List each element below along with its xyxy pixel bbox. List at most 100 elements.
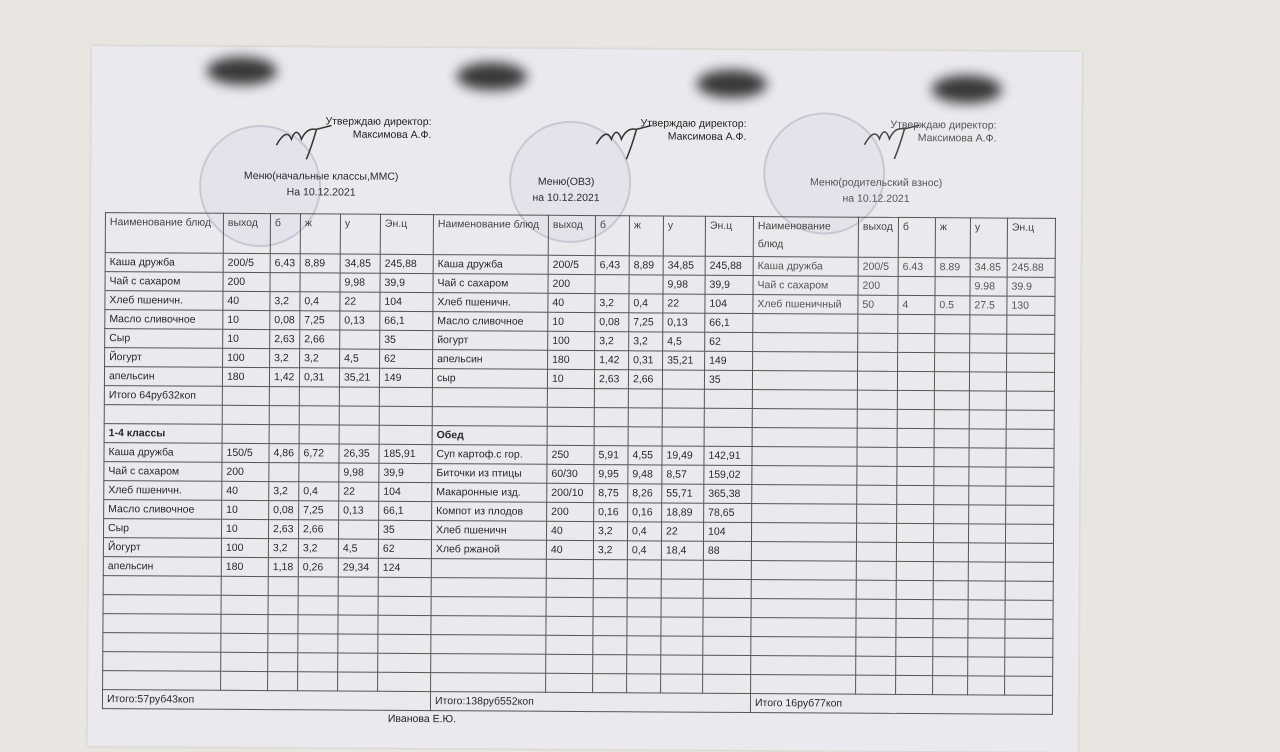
approval-block: Утверждаю директор: Максимова А.Ф. [846, 119, 996, 146]
dish-name-cell: Йогурт [103, 537, 222, 558]
value-cell [933, 523, 969, 543]
value-cell: 200/5 [223, 253, 271, 273]
value-cell [628, 426, 663, 446]
value-cell [378, 577, 432, 597]
value-cell [932, 618, 969, 638]
dish-name-cell [751, 541, 857, 562]
value-cell [1006, 353, 1055, 373]
dish-name-cell [752, 408, 858, 429]
value-cell: 62 [378, 539, 432, 559]
value-cell: 3,2 [594, 331, 629, 351]
value-cell [661, 559, 704, 580]
column-header: Наименование блюд [433, 214, 549, 256]
value-cell: 4 [897, 295, 935, 315]
value-cell [932, 675, 968, 695]
value-cell [703, 598, 752, 618]
dish-name-cell [430, 615, 547, 636]
value-cell [1005, 486, 1054, 506]
value-cell [702, 655, 751, 675]
value-cell: 34.85 [970, 257, 1008, 278]
value-cell: 2,66 [299, 329, 340, 350]
value-cell [968, 447, 1007, 468]
value-cell: 34,85 [663, 255, 706, 276]
value-cell: 10 [547, 369, 595, 389]
value-cell [267, 671, 298, 691]
value-cell: 1,42 [594, 350, 629, 370]
value-cell: 149 [379, 368, 433, 388]
dish-name-cell [751, 503, 857, 524]
value-cell [934, 428, 970, 448]
menu-date: на 10.12.2021 [532, 191, 600, 205]
value-cell [702, 636, 751, 656]
value-cell [626, 635, 661, 655]
dish-name-cell [103, 575, 222, 596]
column-header: Наименование блюд [105, 212, 224, 254]
value-cell [969, 390, 1007, 411]
value-cell: 40 [221, 481, 269, 501]
value-cell: 200 [857, 276, 899, 296]
dish-name-cell [751, 484, 857, 505]
dish-name-cell: апельсин [104, 366, 223, 387]
value-cell [896, 485, 934, 505]
dish-name-cell [751, 598, 857, 619]
value-cell [338, 596, 379, 616]
value-cell: 0,4 [628, 293, 663, 313]
value-cell [857, 371, 898, 391]
value-cell [222, 424, 270, 444]
value-cell: 180 [221, 557, 269, 577]
value-cell: 245,88 [705, 256, 754, 276]
value-cell [703, 560, 752, 580]
value-cell [1005, 562, 1054, 582]
value-cell: 9,98 [338, 463, 379, 483]
value-cell: 180 [222, 367, 270, 387]
dish-name-cell [751, 560, 857, 581]
menu-total: Итого:57руб43коп [102, 689, 431, 711]
value-cell [594, 426, 629, 446]
value-cell [546, 578, 594, 598]
value-cell [968, 561, 1006, 582]
column-header: б [270, 213, 301, 254]
value-cell [856, 523, 897, 543]
dish-name-cell: Биточки из птицы [431, 463, 547, 484]
value-cell [627, 559, 662, 579]
value-cell [895, 656, 933, 676]
value-cell [269, 405, 300, 425]
value-cell: 88 [703, 541, 752, 561]
director-signature [863, 124, 920, 160]
value-cell: 0,13 [339, 311, 380, 331]
value-cell [967, 618, 1006, 639]
dish-name-cell [104, 404, 223, 425]
value-cell: 9,95 [593, 464, 628, 484]
value-cell: 0,31 [628, 350, 663, 370]
value-cell: 35 [378, 520, 432, 540]
value-cell [628, 407, 663, 427]
value-cell [593, 578, 628, 598]
value-cell [895, 618, 934, 638]
value-cell [897, 352, 935, 372]
value-cell: 250 [546, 445, 595, 465]
dish-name-cell [103, 594, 222, 615]
value-cell [270, 272, 301, 292]
value-cell [897, 314, 935, 334]
dish-name-cell [750, 617, 857, 638]
value-cell: 66,1 [704, 313, 753, 333]
value-cell [593, 559, 628, 579]
value-cell [337, 634, 378, 654]
value-cell: 66,1 [378, 501, 432, 521]
dish-name-cell: Йогурт [104, 347, 223, 368]
dish-name-cell: Хлеб пшеничн. [103, 480, 222, 501]
value-cell [269, 386, 300, 406]
value-cell [221, 595, 269, 615]
value-cell: 0,16 [593, 502, 628, 522]
column-header: ж [629, 215, 664, 256]
value-cell [857, 409, 898, 429]
value-cell: 0,08 [268, 500, 299, 520]
value-cell [855, 656, 896, 676]
value-cell [222, 405, 270, 425]
value-cell: 4,5 [662, 331, 705, 352]
value-cell: 22 [339, 292, 381, 312]
dish-name-cell: йогурт [432, 330, 548, 351]
value-cell [856, 485, 897, 505]
value-cell: 66,1 [379, 311, 433, 331]
value-cell: 0,4 [298, 481, 339, 502]
